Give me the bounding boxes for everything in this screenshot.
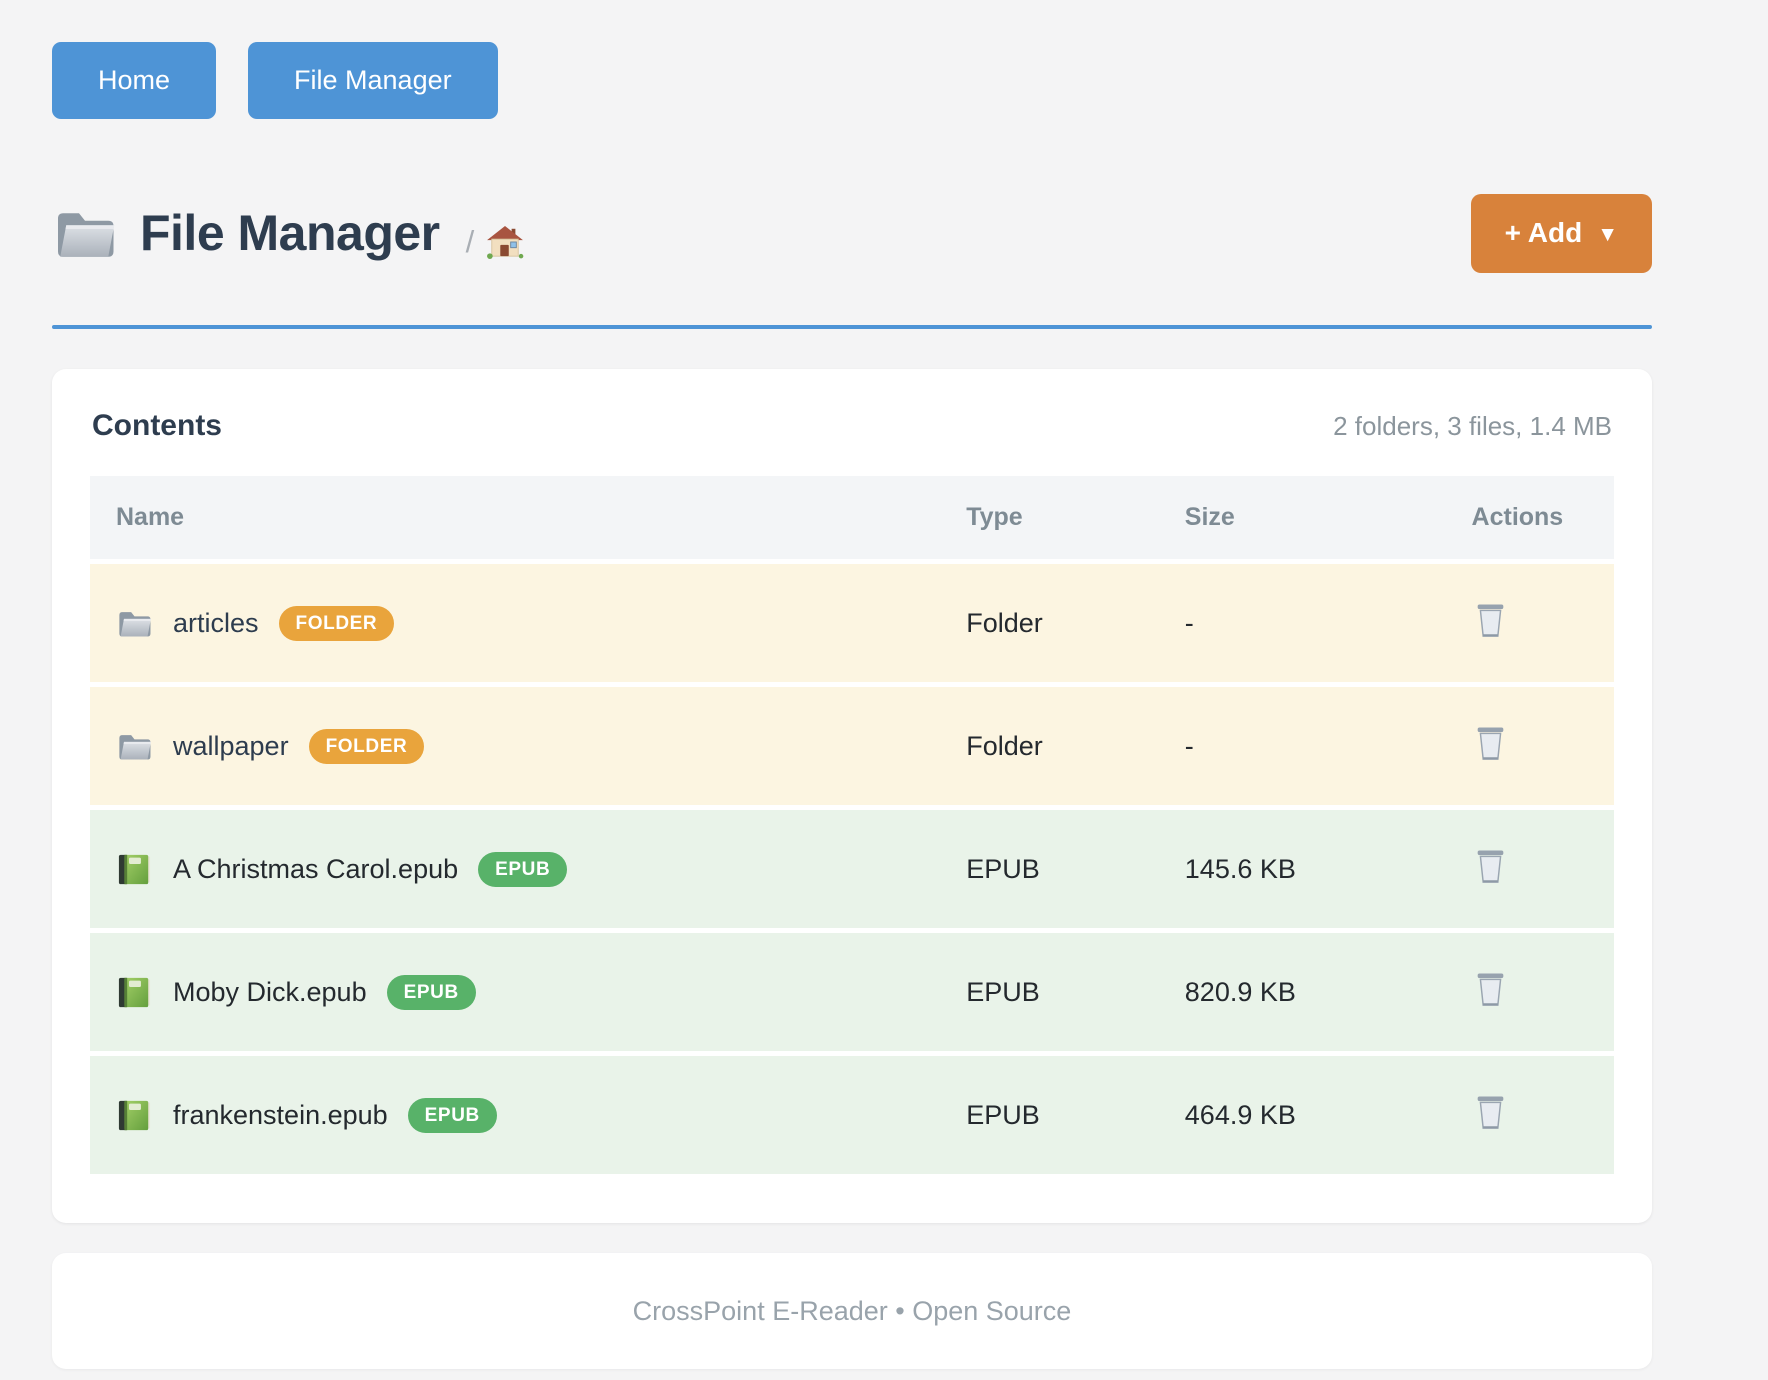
nav-button-home[interactable]: Home	[52, 42, 217, 119]
header-divider	[52, 325, 1652, 329]
book-icon	[116, 976, 153, 1009]
delete-button[interactable]	[1472, 846, 1509, 887]
footer: CrossPoint E-Reader • Open Source	[52, 1253, 1652, 1369]
type-cell: EPUB	[940, 810, 1159, 928]
main-container: Home File Manager File Manager /	[52, 0, 1652, 1369]
contents-table-head: Name Type Size Actions	[90, 476, 1614, 559]
contents-table: Name Type Size Actions articles FOLDER F…	[90, 471, 1614, 1179]
nav-button-file-manager[interactable]: File Manager	[248, 42, 498, 119]
folder-icon	[52, 205, 118, 262]
add-button-label: + Add	[1504, 217, 1583, 248]
top-nav: Home File Manager	[52, 0, 1652, 119]
table-row: articles FOLDER Folder -	[90, 564, 1614, 682]
chevron-down-icon: ▼	[1597, 222, 1618, 246]
house-icon[interactable]	[486, 225, 524, 259]
footer-text: CrossPoint E-Reader • Open Source	[632, 1295, 1072, 1326]
book-icon	[116, 1099, 153, 1132]
column-header-type: Type	[940, 476, 1159, 559]
file-name[interactable]: articles	[173, 607, 259, 638]
type-badge: EPUB	[478, 851, 568, 887]
type-cell: EPUB	[940, 1056, 1159, 1174]
table-row: Moby Dick.epub EPUB EPUB 820.9 KB	[90, 933, 1614, 1051]
type-badge: FOLDER	[278, 605, 395, 641]
add-button[interactable]: + Add ▼	[1470, 193, 1652, 273]
type-cell: Folder	[940, 564, 1159, 682]
size-cell: 820.9 KB	[1158, 933, 1446, 1051]
delete-button[interactable]	[1472, 723, 1509, 764]
delete-button[interactable]	[1472, 1092, 1509, 1133]
page-title: File Manager	[140, 205, 440, 261]
table-row: A Christmas Carol.epub EPUB EPUB 145.6 K…	[90, 810, 1614, 928]
type-badge: EPUB	[386, 974, 476, 1010]
contents-summary: 2 folders, 3 files, 1.4 MB	[1333, 410, 1612, 441]
delete-button[interactable]	[1472, 969, 1509, 1010]
contents-table-body: articles FOLDER Folder -	[90, 564, 1614, 1174]
contents-card-header: Contents 2 folders, 3 files, 1.4 MB	[90, 409, 1614, 443]
folder-icon	[116, 730, 153, 763]
contents-card: Contents 2 folders, 3 files, 1.4 MB Name…	[52, 369, 1652, 1223]
column-header-size: Size	[1158, 476, 1446, 559]
size-cell: 464.9 KB	[1158, 1056, 1446, 1174]
folder-icon	[116, 607, 153, 640]
size-cell: -	[1158, 687, 1446, 805]
column-header-actions: Actions	[1445, 476, 1614, 559]
breadcrumb: /	[466, 224, 525, 260]
type-cell: Folder	[940, 687, 1159, 805]
table-row: frankenstein.epub EPUB EPUB 464.9 KB	[90, 1056, 1614, 1174]
file-name[interactable]: Moby Dick.epub	[173, 976, 367, 1007]
book-icon	[116, 853, 153, 886]
contents-heading: Contents	[92, 409, 222, 442]
file-name[interactable]: A Christmas Carol.epub	[173, 853, 459, 884]
size-cell: 145.6 KB	[1158, 810, 1446, 928]
column-header-name: Name	[90, 476, 941, 559]
page-header: File Manager / + Add ▼	[52, 193, 1652, 273]
size-cell: -	[1158, 564, 1446, 682]
type-badge: FOLDER	[308, 728, 425, 764]
file-name[interactable]: frankenstein.epub	[173, 1099, 388, 1130]
breadcrumb-separator: /	[465, 224, 475, 259]
file-name[interactable]: wallpaper	[173, 730, 289, 761]
type-cell: EPUB	[940, 933, 1159, 1051]
title-group: File Manager /	[52, 204, 524, 262]
table-row: wallpaper FOLDER Folder -	[90, 687, 1614, 805]
type-badge: EPUB	[407, 1097, 497, 1133]
delete-button[interactable]	[1472, 600, 1509, 641]
